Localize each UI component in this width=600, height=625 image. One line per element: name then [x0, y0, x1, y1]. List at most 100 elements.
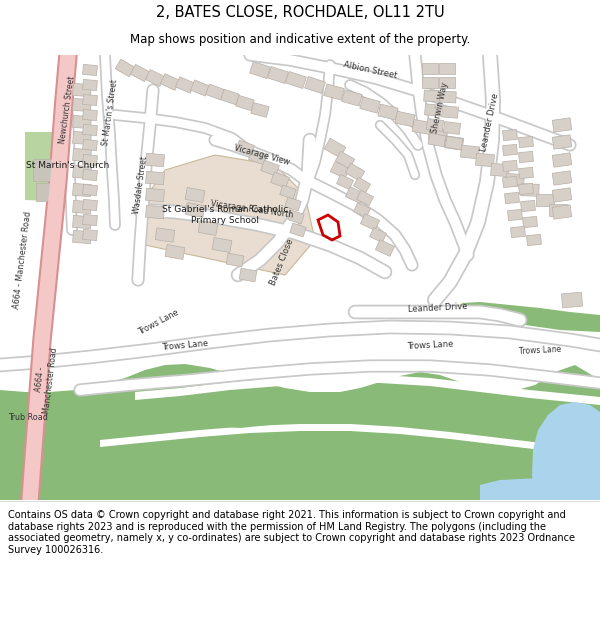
- Polygon shape: [305, 76, 325, 94]
- Polygon shape: [424, 90, 440, 102]
- Text: Trows Lane: Trows Lane: [407, 339, 454, 351]
- Polygon shape: [260, 160, 280, 176]
- Text: St Martin's Church: St Martin's Church: [26, 161, 110, 169]
- Polygon shape: [191, 80, 209, 96]
- Polygon shape: [83, 79, 97, 91]
- Polygon shape: [356, 190, 374, 206]
- Text: A664 -
Manchester Road: A664 - Manchester Road: [31, 346, 59, 414]
- Text: Vicarage Road North: Vicarage Road North: [210, 199, 294, 219]
- Polygon shape: [439, 76, 455, 88]
- Polygon shape: [73, 83, 91, 97]
- Polygon shape: [527, 234, 541, 246]
- Polygon shape: [221, 89, 239, 105]
- Text: Trows Lane: Trows Lane: [136, 308, 180, 336]
- Polygon shape: [146, 188, 164, 202]
- Text: Leander Drive: Leander Drive: [479, 92, 500, 152]
- Polygon shape: [100, 424, 600, 455]
- Polygon shape: [505, 192, 520, 204]
- Polygon shape: [552, 152, 572, 168]
- Polygon shape: [206, 84, 224, 100]
- Polygon shape: [518, 168, 533, 179]
- Polygon shape: [198, 221, 218, 236]
- Polygon shape: [335, 151, 355, 169]
- Polygon shape: [480, 478, 600, 500]
- Polygon shape: [73, 131, 91, 144]
- Polygon shape: [83, 124, 97, 136]
- Polygon shape: [83, 214, 97, 226]
- Polygon shape: [552, 205, 572, 219]
- Text: St Gabriel's Roman Catholic
Primary School: St Gabriel's Roman Catholic Primary Scho…: [162, 205, 288, 225]
- Polygon shape: [195, 407, 280, 428]
- Polygon shape: [146, 153, 164, 167]
- Text: Trows Lane: Trows Lane: [161, 339, 209, 351]
- Text: Map shows position and indicative extent of the property.: Map shows position and indicative extent…: [130, 33, 470, 46]
- Polygon shape: [35, 183, 61, 201]
- Polygon shape: [251, 102, 269, 118]
- Polygon shape: [135, 375, 600, 405]
- Polygon shape: [324, 138, 346, 158]
- Polygon shape: [376, 239, 395, 256]
- Polygon shape: [503, 144, 517, 156]
- Polygon shape: [395, 111, 415, 127]
- Polygon shape: [552, 188, 572, 202]
- Text: Leander Drive: Leander Drive: [408, 302, 468, 314]
- Polygon shape: [370, 228, 386, 242]
- Polygon shape: [337, 174, 353, 189]
- Polygon shape: [491, 163, 509, 177]
- Polygon shape: [280, 185, 296, 199]
- Polygon shape: [0, 364, 600, 500]
- Polygon shape: [428, 133, 446, 147]
- Polygon shape: [146, 205, 164, 219]
- Polygon shape: [268, 66, 289, 84]
- Text: 2, BATES CLOSE, ROCHDALE, OL11 2TU: 2, BATES CLOSE, ROCHDALE, OL11 2TU: [155, 4, 445, 19]
- Polygon shape: [285, 197, 301, 211]
- Polygon shape: [130, 64, 149, 82]
- Polygon shape: [521, 184, 539, 196]
- Text: Contains OS data © Crown copyright and database right 2021. This information is : Contains OS data © Crown copyright and d…: [8, 510, 575, 555]
- Polygon shape: [460, 145, 479, 159]
- Polygon shape: [361, 214, 380, 231]
- Polygon shape: [360, 402, 450, 423]
- Polygon shape: [83, 94, 97, 106]
- Polygon shape: [342, 90, 362, 106]
- Polygon shape: [476, 153, 494, 167]
- Polygon shape: [250, 61, 271, 79]
- Polygon shape: [503, 176, 517, 187]
- Text: St Martin's Street: St Martin's Street: [101, 78, 119, 146]
- Polygon shape: [83, 169, 97, 181]
- Polygon shape: [83, 184, 97, 196]
- Polygon shape: [73, 201, 91, 214]
- Polygon shape: [331, 162, 350, 178]
- Polygon shape: [83, 109, 97, 121]
- Polygon shape: [552, 135, 572, 149]
- Text: Newchurch Street: Newchurch Street: [58, 76, 76, 144]
- Text: Trub Road: Trub Road: [8, 414, 48, 422]
- Polygon shape: [425, 104, 442, 116]
- Polygon shape: [442, 106, 458, 118]
- Polygon shape: [140, 155, 315, 275]
- Text: Albion Street: Albion Street: [343, 60, 398, 80]
- Polygon shape: [145, 69, 164, 86]
- Polygon shape: [73, 216, 91, 229]
- Polygon shape: [427, 119, 443, 131]
- Polygon shape: [290, 223, 306, 237]
- Polygon shape: [73, 183, 91, 197]
- Polygon shape: [324, 84, 344, 100]
- Polygon shape: [552, 118, 572, 132]
- Polygon shape: [439, 62, 455, 74]
- Polygon shape: [440, 91, 456, 103]
- Polygon shape: [428, 127, 448, 142]
- Polygon shape: [212, 238, 232, 252]
- Text: Trows Lane: Trows Lane: [518, 344, 562, 356]
- Polygon shape: [271, 172, 289, 188]
- Polygon shape: [378, 104, 398, 120]
- Polygon shape: [226, 253, 244, 267]
- Polygon shape: [549, 204, 567, 216]
- Text: Vicarage View: Vicarage View: [233, 143, 291, 167]
- Polygon shape: [444, 136, 464, 150]
- Polygon shape: [532, 402, 600, 500]
- Polygon shape: [552, 171, 572, 185]
- Polygon shape: [73, 231, 91, 244]
- Polygon shape: [239, 268, 257, 282]
- Polygon shape: [503, 161, 517, 172]
